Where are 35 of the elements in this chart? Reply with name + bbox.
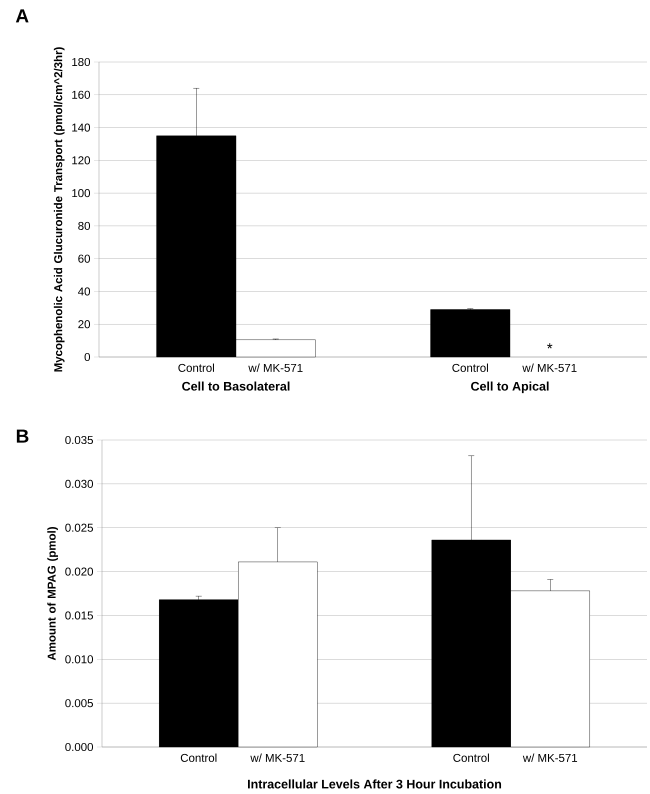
x-tick-label: Cell to Apical (470, 382, 548, 394)
chart-title: B (16, 430, 28, 443)
y-tick-label: 160 (72, 90, 90, 99)
y-tick-label: 60 (78, 254, 90, 263)
x-tick-label: Cell to Basolateral (182, 382, 290, 391)
y-tick-label: 80 (78, 222, 90, 230)
series-label: Control (180, 754, 216, 762)
y-tick-label: 140 (72, 124, 90, 132)
y-tick-label: 0.015 (65, 611, 93, 620)
y-tick-label: 0.000 (65, 742, 93, 752)
y-axis-title: Mycophenolic Acid Glucuronide Transport (pmol/cm^2/3hr) (54, 47, 64, 372)
y-tick-label: 20 (78, 320, 90, 328)
text: Control (452, 364, 488, 372)
y-tick-label: 100 (72, 189, 90, 198)
y-tick-label: 0.030 (65, 480, 93, 488)
y-tick-label: 0.020 (65, 568, 93, 576)
y-tick-label: 0.025 (65, 524, 93, 532)
text: Control (453, 754, 489, 762)
y-tick-label: 0.035 (65, 436, 93, 444)
y-tick-label: 180 (72, 58, 90, 66)
series-label: Control (178, 364, 214, 372)
chart-title: A (16, 9, 28, 22)
text: w/ MK-571 (522, 754, 577, 762)
text: w/ MK-571 (522, 364, 576, 372)
bar (430, 309, 510, 358)
y-axis-title: Amount of MPAG (pmol) (47, 527, 58, 660)
series-label: w/ MK-571 (250, 754, 304, 762)
y-tick-label: 40 (78, 287, 90, 296)
y-tick-label: 0 (84, 352, 90, 362)
annotation: * (546, 343, 552, 348)
series-label: w/ MK-571 (248, 364, 302, 372)
y-tick-label: 0.005 (65, 699, 93, 708)
y-tick-label: 120 (72, 156, 90, 164)
y-tick-label: 0.010 (65, 655, 93, 664)
x-axis-title: Intracellular Levels After 3 Hour Incubation (248, 779, 501, 789)
